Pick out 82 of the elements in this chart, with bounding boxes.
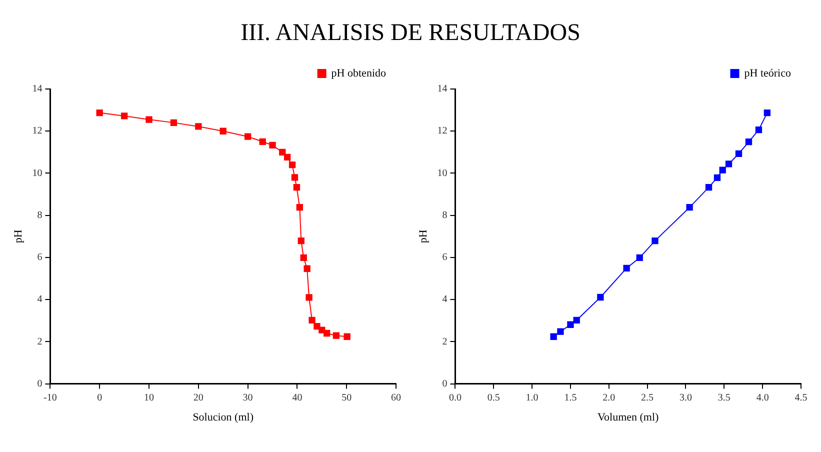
point — [332, 332, 340, 339]
point — [304, 265, 310, 272]
x-tick-label: 1.5 — [564, 392, 577, 404]
point — [300, 254, 307, 261]
point — [314, 322, 320, 330]
y-tick-label: 10 — [32, 168, 42, 179]
legend-label: pH teórico — [744, 67, 792, 80]
x-tick-label: 3.0 — [679, 392, 692, 404]
chart-title: III. ANALISIS DE RESULTADOS — [240, 20, 580, 46]
x-tick-label: 40 — [292, 392, 302, 404]
y-tick-label: 8 — [37, 210, 42, 221]
point — [719, 166, 726, 174]
y-axis-title: pH — [12, 230, 24, 244]
point — [96, 109, 103, 116]
x-tick-label: 1.0 — [526, 392, 538, 404]
x-tick-label: 20 — [193, 392, 204, 404]
y-tick-label: 6 — [37, 252, 42, 264]
y-tick-label: 12 — [32, 126, 42, 137]
point — [284, 154, 291, 161]
x-tick-label: 4.5 — [794, 392, 808, 404]
point — [146, 116, 152, 123]
point — [764, 109, 771, 116]
x-tick-label: 4.0 — [756, 392, 769, 404]
point — [293, 184, 300, 191]
y-tick-label: 2 — [37, 336, 42, 348]
y-tick-label: 8 — [442, 210, 448, 221]
point — [686, 204, 693, 211]
point — [170, 119, 178, 126]
y-tick-label: 10 — [437, 168, 448, 179]
point — [244, 133, 252, 140]
y-tick-label: 6 — [442, 252, 448, 264]
x-tick-label: 2.5 — [641, 392, 654, 404]
point — [288, 161, 296, 168]
y-tick-label: 4 — [442, 294, 448, 306]
y-axis-title: pH — [417, 230, 430, 244]
y-tick-label: 14 — [437, 84, 448, 95]
y-tick-label: 0 — [442, 378, 448, 390]
point — [269, 142, 276, 149]
x-tick-label: 50 — [342, 392, 352, 404]
x-tick-label: 0 — [97, 392, 102, 404]
x-tick-label: 60 — [391, 392, 401, 404]
point — [705, 184, 712, 191]
x-axis-title: Solucion (ml) — [192, 411, 254, 424]
x-tick-label: -10 — [44, 392, 57, 404]
x-tick-label: 0.0 — [448, 392, 462, 404]
x-tick-label: 10 — [144, 392, 154, 404]
point — [623, 264, 630, 272]
y-tick-label: 12 — [437, 126, 448, 137]
point — [755, 126, 762, 134]
point — [567, 321, 574, 328]
point — [306, 294, 312, 301]
point — [195, 123, 202, 130]
point — [291, 174, 298, 181]
point — [324, 330, 330, 337]
point — [573, 316, 580, 324]
x-axis-title: Volumen (ml) — [597, 411, 660, 424]
point — [296, 204, 303, 211]
y-tick-label: 14 — [32, 84, 42, 95]
point — [636, 254, 643, 261]
point — [344, 333, 350, 340]
point — [725, 160, 732, 168]
point — [308, 316, 316, 324]
y-tick-label: 4 — [37, 294, 42, 306]
point — [597, 294, 604, 301]
point — [550, 333, 557, 340]
x-tick-label: 30 — [242, 392, 253, 404]
x-tick-label: 0.5 — [487, 392, 500, 404]
y-tick-label: 2 — [442, 336, 448, 348]
point — [714, 174, 721, 181]
point — [298, 237, 304, 244]
x-tick-label: 2.0 — [602, 392, 616, 404]
point — [259, 138, 266, 145]
point — [220, 128, 226, 134]
legend-label: pH obtenido — [331, 67, 386, 80]
point — [735, 150, 742, 157]
point — [745, 138, 752, 146]
x-tick-label: 3.5 — [718, 392, 730, 404]
point — [120, 112, 128, 120]
point — [279, 148, 286, 156]
point — [557, 328, 564, 335]
point — [652, 237, 658, 244]
y-tick-label: 0 — [37, 378, 42, 390]
